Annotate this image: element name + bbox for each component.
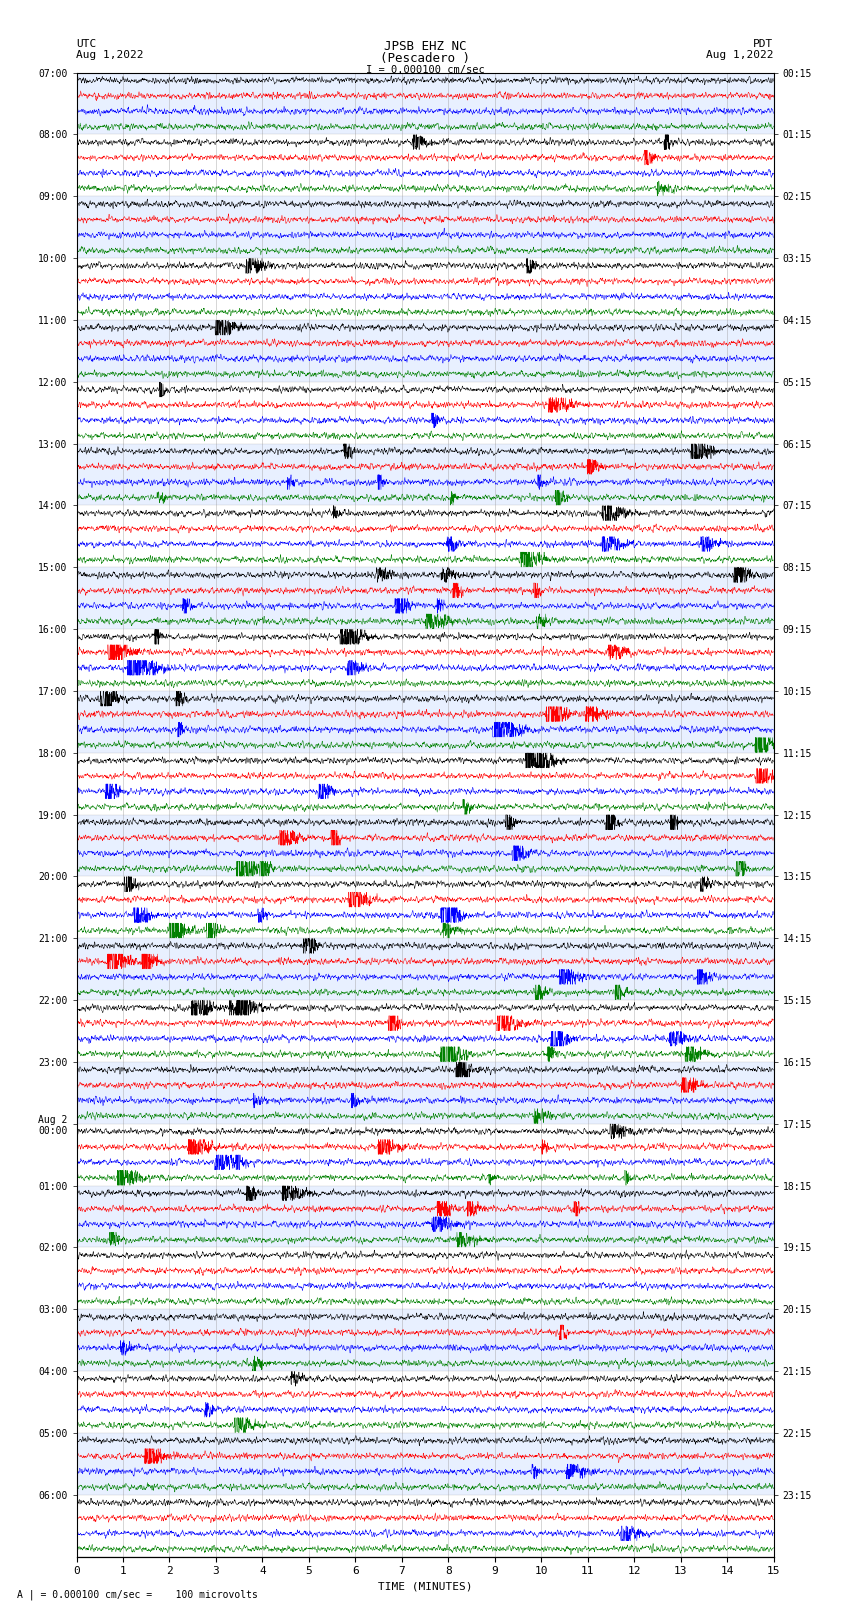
Bar bbox=[76, 505, 774, 568]
Bar bbox=[76, 1061, 774, 1124]
Bar bbox=[76, 629, 774, 690]
Text: Aug 1,2022: Aug 1,2022 bbox=[76, 50, 144, 60]
Bar bbox=[76, 690, 774, 753]
Bar bbox=[76, 568, 774, 629]
Bar bbox=[76, 1186, 774, 1247]
Text: I = 0.000100 cm/sec: I = 0.000100 cm/sec bbox=[366, 65, 484, 74]
Text: Aug 1,2022: Aug 1,2022 bbox=[706, 50, 774, 60]
Bar bbox=[76, 1371, 774, 1432]
Text: A | = 0.000100 cm/sec =    100 microvolts: A | = 0.000100 cm/sec = 100 microvolts bbox=[17, 1589, 258, 1600]
X-axis label: TIME (MINUTES): TIME (MINUTES) bbox=[377, 1582, 473, 1592]
Bar bbox=[76, 258, 774, 319]
Bar bbox=[76, 815, 774, 876]
Bar bbox=[76, 197, 774, 258]
Text: PDT: PDT bbox=[753, 39, 774, 48]
Bar bbox=[76, 73, 774, 134]
Bar bbox=[76, 134, 774, 197]
Bar bbox=[76, 444, 774, 505]
Bar bbox=[76, 939, 774, 1000]
Bar bbox=[76, 1124, 774, 1186]
Bar bbox=[76, 753, 774, 815]
Bar bbox=[76, 1310, 774, 1371]
Bar bbox=[76, 382, 774, 444]
Bar bbox=[76, 1247, 774, 1310]
Text: JPSB EHZ NC: JPSB EHZ NC bbox=[383, 40, 467, 53]
Bar bbox=[76, 1000, 774, 1061]
Bar bbox=[76, 1495, 774, 1557]
Text: UTC: UTC bbox=[76, 39, 97, 48]
Bar bbox=[76, 1432, 774, 1495]
Bar bbox=[76, 319, 774, 382]
Text: (Pescadero ): (Pescadero ) bbox=[380, 52, 470, 65]
Bar bbox=[76, 876, 774, 939]
